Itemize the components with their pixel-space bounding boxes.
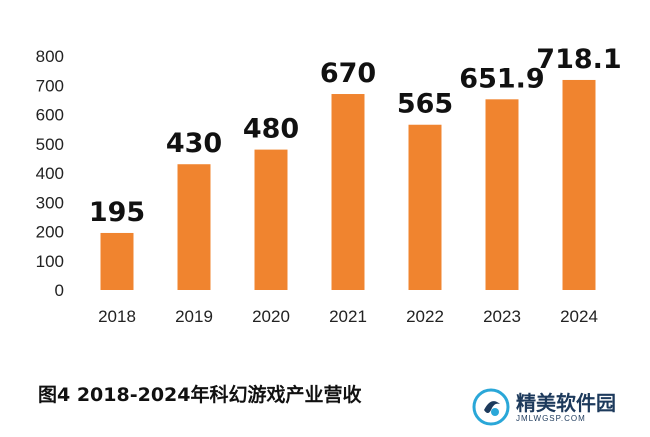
- watermark-url: JMLWGSP.COM: [516, 413, 586, 423]
- bar: [100, 232, 134, 290]
- bar: [485, 99, 519, 291]
- y-axis: 0 100 200 300 400 500 600 700 800: [36, 47, 64, 300]
- bar: [408, 124, 442, 290]
- y-tick-label: 300: [36, 193, 64, 212]
- x-axis: 2018 2019 2020 2021 2022 2023 2024: [98, 307, 598, 326]
- data-label: 195: [89, 197, 145, 228]
- bars: [100, 79, 596, 291]
- bar: [562, 79, 596, 290]
- y-tick-label: 200: [36, 223, 64, 242]
- y-tick-label: 500: [36, 135, 64, 154]
- x-tick-label: 2019: [175, 307, 213, 326]
- data-label: 565: [397, 89, 453, 120]
- x-tick-label: 2018: [98, 307, 136, 326]
- data-label: 480: [243, 114, 299, 145]
- bar: [331, 94, 365, 291]
- y-tick-label: 100: [36, 252, 64, 271]
- watermark-name: 精美软件园: [516, 390, 616, 415]
- bar: [254, 149, 288, 290]
- x-tick-label: 2022: [406, 307, 444, 326]
- y-tick-label: 400: [36, 164, 64, 183]
- x-tick-label: 2021: [329, 307, 367, 326]
- y-tick-label: 0: [55, 281, 64, 300]
- x-tick-label: 2024: [560, 307, 598, 326]
- data-label: 430: [166, 128, 222, 159]
- y-tick-label: 700: [36, 76, 64, 95]
- data-label: 670: [320, 58, 376, 89]
- y-tick-label: 600: [36, 106, 64, 125]
- data-label: 718.1: [536, 44, 621, 75]
- site-logo-icon: [472, 388, 510, 426]
- y-tick-label: 800: [36, 47, 64, 66]
- x-tick-label: 2023: [483, 307, 521, 326]
- figure-caption: 图4 2018-2024年科幻游戏产业营收: [38, 384, 362, 406]
- watermark: 精美软件园 JMLWGSP.COM: [472, 388, 616, 426]
- x-tick-label: 2020: [252, 307, 290, 326]
- bar: [177, 164, 211, 290]
- data-label: 651.9: [459, 63, 544, 94]
